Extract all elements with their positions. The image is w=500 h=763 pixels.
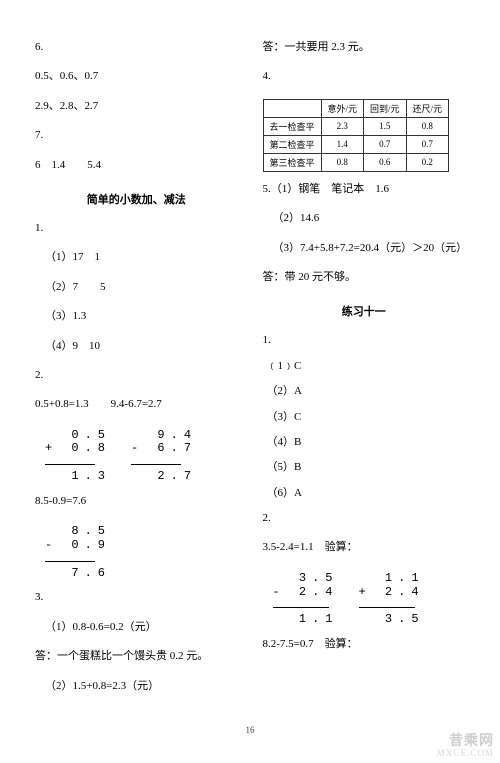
- q2-num: 2.: [35, 368, 238, 383]
- rq1-p5: （5）B: [263, 460, 466, 475]
- rq1-p1: ﹙1﹚C: [263, 359, 466, 374]
- r2c1: 1.4: [321, 135, 364, 153]
- r3c0: 第三检查平: [263, 153, 321, 171]
- section-title-left: 简单的小数加、减法: [35, 191, 238, 207]
- vert-calc-e: 1.1 + 2.4 3.5: [359, 572, 425, 627]
- vert-calc-c: 8.5 - 0.9 7.6: [45, 525, 111, 580]
- q7-a: 6 1.4 5.4: [35, 158, 238, 173]
- q3-p1: （1）0.8-0.6=0.2（元）: [35, 620, 238, 635]
- th1: 意外/元: [321, 99, 364, 117]
- section-title-right: 练习十一: [263, 303, 466, 319]
- vert-calc-d: 3.5 - 2.4 1.1: [273, 572, 339, 627]
- ans-top: 答：一共要用 2.3 元。: [263, 40, 466, 55]
- q1-p2: （2）7 5: [35, 280, 238, 295]
- q6-b: 2.9、2.8、2.7: [35, 99, 238, 114]
- rq1-p4: （4）B: [263, 435, 466, 450]
- q1-num: 1.: [35, 221, 238, 236]
- q1-p4: （4）9 10: [35, 339, 238, 354]
- r1c0: 去一检查平: [263, 117, 321, 135]
- q3-ans1: 答：一个蛋糕比一个馒头贵 0.2 元。: [35, 649, 238, 664]
- r2c3: 0.7: [406, 135, 449, 153]
- th2: 回到/元: [364, 99, 407, 117]
- r3c1: 0.8: [321, 153, 364, 171]
- q2-eqB: 9.4-6.7=2.7: [111, 398, 162, 410]
- q1-p3: （3）1.3: [35, 309, 238, 324]
- rq1-num: 1.: [263, 333, 466, 348]
- r3c3: 0.2: [406, 153, 449, 171]
- data-table: 意外/元 回到/元 还尺/元 去一检查平 2.3 1.5 0.8 第二检查平 1…: [263, 99, 450, 172]
- q2-eqC: 8.5-0.9=7.6: [35, 494, 238, 509]
- rq2-num: 2.: [263, 511, 466, 526]
- q1-p1: （1）17 1: [35, 250, 238, 265]
- q7-num: 7.: [35, 128, 238, 143]
- q6-num: 6.: [35, 40, 238, 55]
- rq1-p3: （3）C: [263, 410, 466, 425]
- watermark-en: MXUE.COM: [437, 749, 494, 759]
- rq2-eqA: 3.5-2.4=1.1 验算：: [263, 540, 466, 555]
- r2c0: 第二检查平: [263, 135, 321, 153]
- r1c2: 1.5: [364, 117, 407, 135]
- q5-ans: 答：带 20 元不够。: [263, 270, 466, 285]
- q5-p1: 5.（1）钢笔 笔记本 1.6: [263, 182, 466, 197]
- r3c2: 0.6: [364, 153, 407, 171]
- r1c3: 0.8: [406, 117, 449, 135]
- vert-calc-a: 0.5 + 0.8 1.3: [45, 429, 111, 484]
- watermark-cn: 昔乘网: [437, 734, 494, 749]
- right-column: 答：一共要用 2.3 元。 4. 意外/元 回到/元 还尺/元 去一检查平 2.…: [263, 40, 466, 708]
- q3-p2: （2）1.5+0.8=2.3（元）: [35, 679, 238, 694]
- r1c1: 2.3: [321, 117, 364, 135]
- rq1-p6: （6）A: [263, 486, 466, 501]
- q5-p2: （2）14.6: [263, 211, 466, 226]
- watermark: 昔乘网 MXUE.COM: [437, 734, 494, 759]
- q2-eqA: 0.5+0.8=1.3: [35, 398, 89, 410]
- th3: 还尺/元: [406, 99, 449, 117]
- q2-eq-row: 0.5+0.8=1.3 9.4-6.7=2.7: [35, 397, 238, 412]
- vert-calc-b: 9.4 - 6.7 2.7: [131, 429, 197, 484]
- left-column: 6. 0.5、0.6、0.7 2.9、2.8、2.7 7. 6 1.4 5.4 …: [35, 40, 238, 708]
- rq2-eqB: 8.2-7.5=0.7 验算：: [263, 637, 466, 652]
- q6-a: 0.5、0.6、0.7: [35, 69, 238, 84]
- rq1-p2: （2）A: [263, 384, 466, 399]
- q3-num: 3.: [35, 590, 238, 605]
- q4-num: 4.: [263, 69, 466, 84]
- q5-p3: （3）7.4+5.8+7.2=20.4（元）＞20（元）: [263, 241, 466, 256]
- r2c2: 0.7: [364, 135, 407, 153]
- page-number: 16: [0, 725, 500, 735]
